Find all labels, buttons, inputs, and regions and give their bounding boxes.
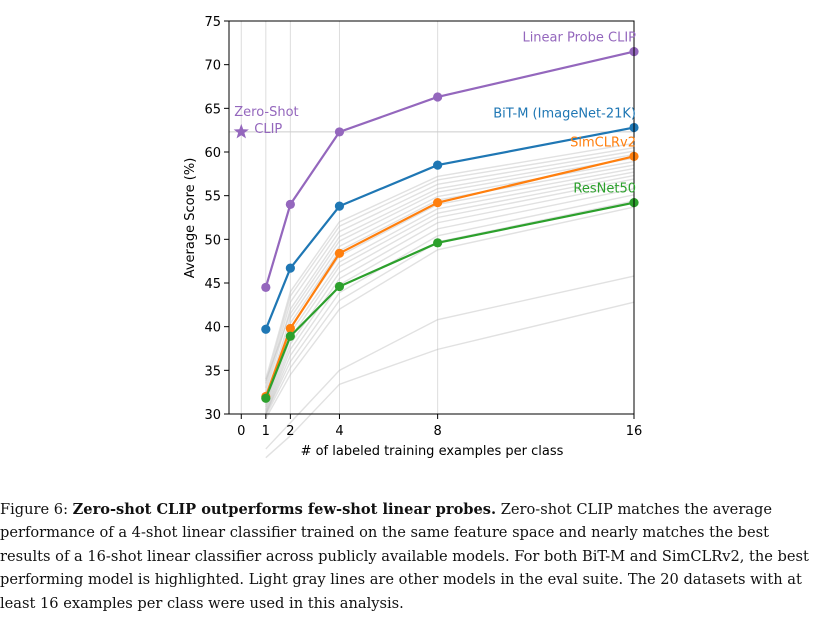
series-point	[433, 92, 443, 102]
caption-line-4: performing model is highlighted. Light g…	[0, 571, 802, 589]
other-model-line	[265, 187, 635, 415]
y-tick-label: 60	[204, 146, 221, 161]
series-point	[261, 393, 271, 403]
other-model-line	[265, 153, 635, 393]
series-label: BiT-M (ImageNet-21K)	[493, 107, 636, 122]
few-shot-comparison-chart: 30 35 40 45 50 55 60 65 70 75 0 1 2 4 8 16 Zero-Shot C…	[183, 15, 642, 459]
y-tick-label: 70	[204, 59, 221, 74]
x-tick-label: 16	[626, 424, 643, 439]
y-tick-label: 30	[204, 408, 221, 423]
other-model-line	[265, 171, 635, 408]
zero-shot-clip-marker-group: Zero-Shot CLIP	[233, 105, 299, 139]
caption-line-2: performance of a 4-shot linear classifie…	[0, 524, 770, 542]
series-point	[334, 248, 345, 258]
series-point	[261, 324, 271, 334]
x-tick-label: 8	[433, 424, 441, 439]
series-point	[334, 281, 345, 292]
series-point	[433, 198, 443, 208]
series-label: ResNet50	[573, 182, 636, 197]
y-tick-label: 75	[204, 15, 221, 30]
zero-shot-label-line1: Zero-Shot	[234, 105, 298, 120]
series-label: Linear Probe CLIP	[522, 31, 636, 46]
caption-line-1: Figure 6: Zero-shot CLIP outperforms few…	[0, 498, 832, 521]
series-point	[285, 323, 295, 334]
other-model-line	[265, 150, 635, 388]
other-model-line	[265, 174, 635, 410]
highlighted-series	[261, 46, 639, 403]
y-tick-label: 35	[204, 364, 221, 379]
zero-shot-clip-star-marker	[233, 123, 249, 139]
y-tick-label: 40	[204, 321, 221, 336]
other-model-line	[265, 160, 635, 397]
caption-figure-number: Figure 6:	[0, 501, 73, 518]
series-label: SimCLRv2	[570, 135, 636, 150]
y-axis-ticks: 30 35 40 45 50 55 60 65 70 75	[204, 15, 229, 423]
other-model-line	[265, 194, 635, 415]
series-labels: Linear Probe CLIP BiT-M (ImageNet-21K) Sim…	[493, 31, 636, 197]
x-axis-ticks: 0 1 2 4 8 16	[237, 414, 642, 439]
series-point	[334, 127, 345, 137]
series-point	[285, 331, 295, 341]
other-model-line	[265, 142, 635, 380]
other-model-line	[265, 275, 635, 450]
series-point	[261, 282, 271, 292]
other-model-line	[265, 178, 635, 412]
y-tick-label: 55	[204, 190, 221, 205]
series-point	[433, 238, 443, 248]
other-model-line	[265, 157, 635, 382]
y-tick-label: 45	[204, 277, 221, 292]
caption-title: Zero-shot CLIP outperforms few-shot line…	[72, 501, 497, 518]
other-model-line	[265, 182, 635, 414]
other-model-line	[265, 301, 635, 459]
figure-caption: Figure 6: Zero-shot CLIP outperforms few…	[0, 498, 832, 615]
series-point	[433, 160, 443, 170]
other-model-line	[265, 146, 635, 384]
series-point	[334, 201, 345, 211]
plot-area-frame	[228, 20, 635, 415]
zero-shot-label-line2: CLIP	[254, 122, 282, 137]
series-point	[285, 263, 295, 273]
x-tick-label: 1	[262, 424, 270, 439]
other-model-line	[265, 167, 635, 406]
other-model-line	[265, 206, 635, 419]
caption-line-3: results of a 16-shot linear classifier a…	[0, 547, 809, 565]
x-tick-label: 4	[335, 424, 343, 439]
y-tick-label: 65	[204, 102, 221, 117]
y-tick-label: 50	[204, 233, 221, 248]
x-axis-label: # of labeled training examples per class	[301, 444, 564, 459]
x-tick-label: 2	[286, 424, 294, 439]
series-point	[285, 199, 295, 209]
y-axis-label: Average Score (%)	[183, 158, 198, 279]
other-model-line	[265, 200, 635, 417]
x-tick-label: 0	[237, 424, 245, 439]
caption-text: Zero-shot CLIP matches the average	[496, 501, 772, 518]
caption-line-5: least 16 examples per class were used in…	[0, 594, 404, 612]
